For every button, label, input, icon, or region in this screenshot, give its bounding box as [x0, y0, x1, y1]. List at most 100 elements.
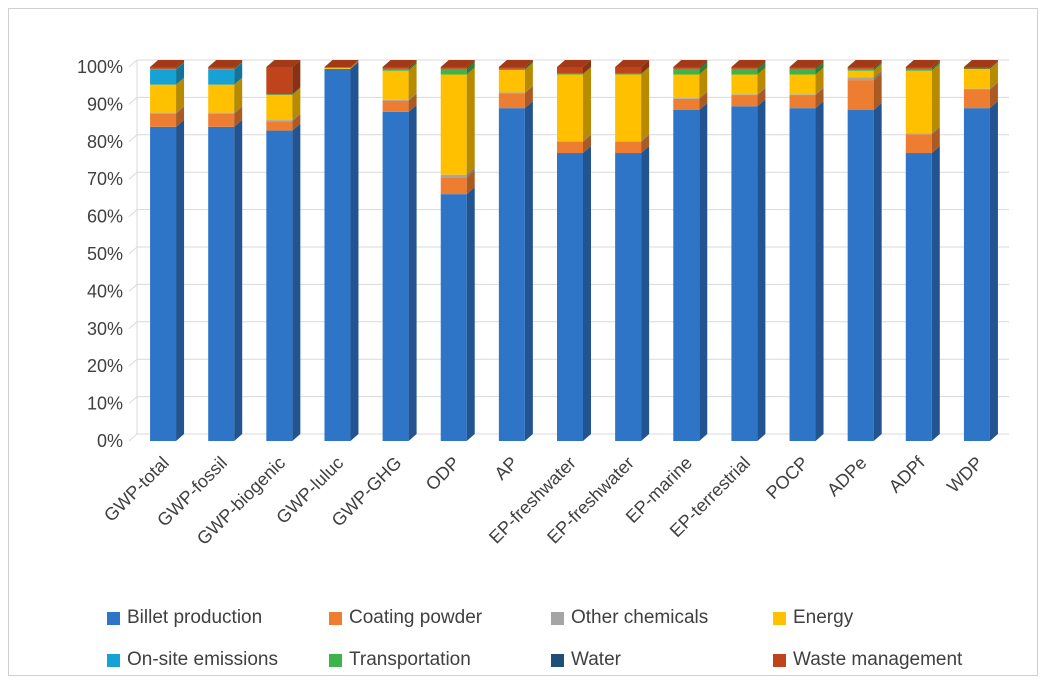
- bar-side-billet-production: [408, 104, 417, 441]
- bar-side-coating-powder: [408, 93, 417, 112]
- bar-side-coating-powder: [524, 86, 533, 109]
- y-gridline-depth: [128, 59, 138, 68]
- bar-segment-coating-powder: [847, 80, 874, 111]
- bar-side-transportation: [931, 61, 940, 71]
- bar-side-on-site-emissions: [234, 62, 243, 85]
- y-gridline-depth: [128, 209, 138, 217]
- bar-segment-billet-production: [150, 126, 177, 441]
- legend-label: Transportation: [349, 649, 471, 670]
- bar-segment-energy: [382, 70, 409, 100]
- x-tick-label: ADPf: [885, 452, 930, 497]
- bar-side-waste-management: [989, 60, 998, 69]
- bar-side-energy: [176, 77, 185, 113]
- legend-label: Energy: [793, 607, 854, 628]
- bar-top-waste-management: [382, 60, 417, 67]
- bar-segment-billet-production: [440, 194, 467, 441]
- bar-segment-coating-powder: [208, 113, 235, 127]
- bar-segment-other-chemicals: [789, 94, 816, 96]
- bar-side-waste-management: [583, 60, 591, 74]
- bar-side-coating-powder: [931, 127, 940, 154]
- bar-top-waste-management: [673, 60, 708, 67]
- bar-side-billet-production: [757, 99, 766, 442]
- bar-segment-energy: [324, 67, 351, 69]
- bar-side-transportation: [524, 61, 533, 70]
- bar-side-energy: [815, 67, 824, 95]
- bar-side-waste-management: [466, 60, 475, 69]
- bar-side-transportation: [699, 61, 708, 75]
- bar-side-waste-management: [873, 60, 882, 69]
- bar-segment-waste-management: [324, 67, 351, 68]
- bar-side-transportation: [583, 66, 591, 75]
- bar-segment-coating-powder: [440, 177, 467, 195]
- bar-segment-other-chemicals: [905, 133, 932, 135]
- bar-segment-waste-management: [266, 67, 293, 95]
- bar-segment-other-chemicals: [498, 92, 525, 94]
- bar-side-other-chemicals: [583, 134, 591, 142]
- y-tick-label: 90%: [87, 94, 123, 114]
- bar-segment-transportation: [731, 68, 758, 75]
- bar-segment-coating-powder: [963, 89, 990, 109]
- y-tick-label: 10%: [87, 394, 123, 414]
- legend-swatch: [773, 653, 786, 667]
- bar-side-other-chemicals: [408, 92, 417, 101]
- bar-side-energy: [234, 77, 243, 113]
- bar-top-waste-management: [498, 60, 533, 67]
- bar-segment-coating-powder: [150, 113, 177, 127]
- bar-top-waste-management: [615, 60, 650, 67]
- bar-side-energy: [408, 63, 417, 100]
- bar-side-waste-management: [408, 60, 417, 69]
- legend-swatch: [551, 611, 564, 625]
- bar-segment-billet-production: [498, 108, 525, 441]
- bar-side-waste-management: [350, 60, 359, 68]
- bar-side-transportation: [234, 61, 243, 70]
- bar-segment-waste-management: [731, 67, 758, 69]
- bar-segment-coating-powder: [673, 98, 700, 111]
- bar-segment-other-chemicals: [440, 174, 467, 178]
- bar-side-coating-powder: [466, 170, 475, 195]
- bar-side-billet-production: [931, 146, 940, 441]
- legend-label: Waste management: [793, 649, 963, 670]
- bar-side-billet-production: [176, 119, 185, 441]
- bar-segment-coating-powder: [789, 95, 816, 109]
- bar-side-coating-powder: [815, 88, 824, 109]
- bar-side-billet-production: [292, 123, 301, 441]
- bar-side-transportation: [466, 61, 475, 75]
- bar-segment-transportation: [557, 73, 583, 75]
- bar-segment-billet-production: [266, 130, 293, 441]
- bar-top-waste-management: [557, 60, 591, 67]
- y-tick-label: 40%: [87, 281, 123, 301]
- legend-swatch: [107, 653, 120, 667]
- bar-side-other-chemicals: [931, 126, 940, 135]
- bar-top-waste-management: [731, 60, 766, 67]
- bar-side-transportation: [641, 66, 650, 75]
- legend-item-coating-powder: Coating powder: [329, 607, 551, 629]
- bar-segment-billet-production: [382, 111, 409, 441]
- bar-side-billet-production: [699, 103, 708, 441]
- bar-side-billet-production: [815, 101, 824, 441]
- bar-segment-transportation: [266, 94, 293, 96]
- bar-side-coating-powder: [292, 114, 301, 131]
- bar-segment-waste-management: [789, 67, 816, 69]
- bar-side-billet-production: [873, 103, 882, 441]
- bar-side-waste-management: [292, 60, 301, 95]
- bar-segment-other-chemicals: [382, 99, 409, 101]
- bar-segment-other-chemicals: [731, 94, 758, 96]
- bar-side-billet-production: [524, 101, 533, 441]
- y-tick-label: 70%: [87, 169, 123, 189]
- bar-side-on-site-emissions: [176, 62, 185, 85]
- legend-label: Water: [571, 649, 621, 670]
- bar-top-waste-management: [324, 60, 359, 67]
- y-gridline-depth: [128, 246, 138, 255]
- legend-swatch: [329, 611, 342, 625]
- bar-side-energy: [350, 60, 359, 69]
- bar-segment-waste-management: [615, 67, 642, 74]
- bar-segment-coating-powder: [266, 121, 293, 131]
- legend-label: Coating powder: [349, 607, 483, 628]
- legend-item-water: Water: [551, 649, 773, 671]
- bar-side-waste-management: [234, 60, 243, 69]
- bar-segment-other-chemicals: [208, 112, 235, 114]
- bar-top-waste-management: [847, 60, 882, 67]
- bar-segment-coating-powder: [905, 134, 932, 154]
- bar-segment-billet-production: [789, 108, 816, 441]
- bar-segment-other-chemicals: [615, 141, 642, 142]
